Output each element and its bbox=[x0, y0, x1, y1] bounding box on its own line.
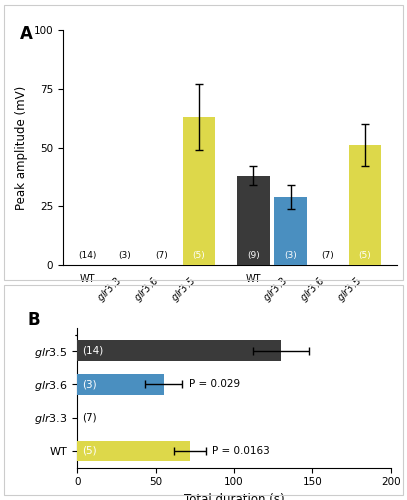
Text: $glr3.3$: $glr3.3$ bbox=[94, 274, 125, 305]
Text: P = 0.029: P = 0.029 bbox=[188, 379, 240, 389]
Text: P = 0.0163: P = 0.0163 bbox=[212, 446, 270, 456]
Text: (14): (14) bbox=[82, 346, 103, 356]
Text: (7): (7) bbox=[82, 412, 96, 422]
Bar bbox=[237, 176, 269, 265]
Text: Long Potential: Long Potential bbox=[269, 352, 349, 362]
Bar bbox=[77, 440, 190, 461]
Bar bbox=[77, 374, 164, 394]
Text: (5): (5) bbox=[82, 446, 96, 456]
Text: (14): (14) bbox=[79, 252, 97, 260]
Text: $glr3.3$: $glr3.3$ bbox=[260, 274, 291, 305]
Bar bbox=[349, 145, 381, 265]
Text: Action potential: Action potential bbox=[99, 352, 188, 362]
Text: $glr3.5$: $glr3.5$ bbox=[334, 274, 365, 306]
Y-axis label: Peak amplitude (mV): Peak amplitude (mV) bbox=[15, 86, 28, 210]
Text: (3): (3) bbox=[82, 379, 96, 389]
Bar bbox=[274, 197, 306, 265]
Text: (5): (5) bbox=[358, 252, 371, 260]
Text: $glr3.5$: $glr3.5$ bbox=[168, 274, 199, 306]
Text: $glr3.6$: $glr3.6$ bbox=[297, 274, 328, 306]
Text: (3): (3) bbox=[284, 252, 297, 260]
Text: (3): (3) bbox=[118, 252, 131, 260]
Text: $glr3.6$: $glr3.6$ bbox=[131, 274, 162, 306]
Text: (7): (7) bbox=[321, 252, 334, 260]
Bar bbox=[183, 117, 215, 265]
Text: A: A bbox=[20, 26, 33, 44]
Text: (9): (9) bbox=[247, 252, 260, 260]
Text: B: B bbox=[27, 310, 40, 328]
Bar bbox=[77, 340, 281, 361]
X-axis label: Total duration (s): Total duration (s) bbox=[184, 493, 284, 500]
Text: (7): (7) bbox=[155, 252, 168, 260]
Text: (5): (5) bbox=[193, 252, 206, 260]
Text: WT: WT bbox=[246, 274, 261, 284]
Text: WT: WT bbox=[80, 274, 96, 284]
